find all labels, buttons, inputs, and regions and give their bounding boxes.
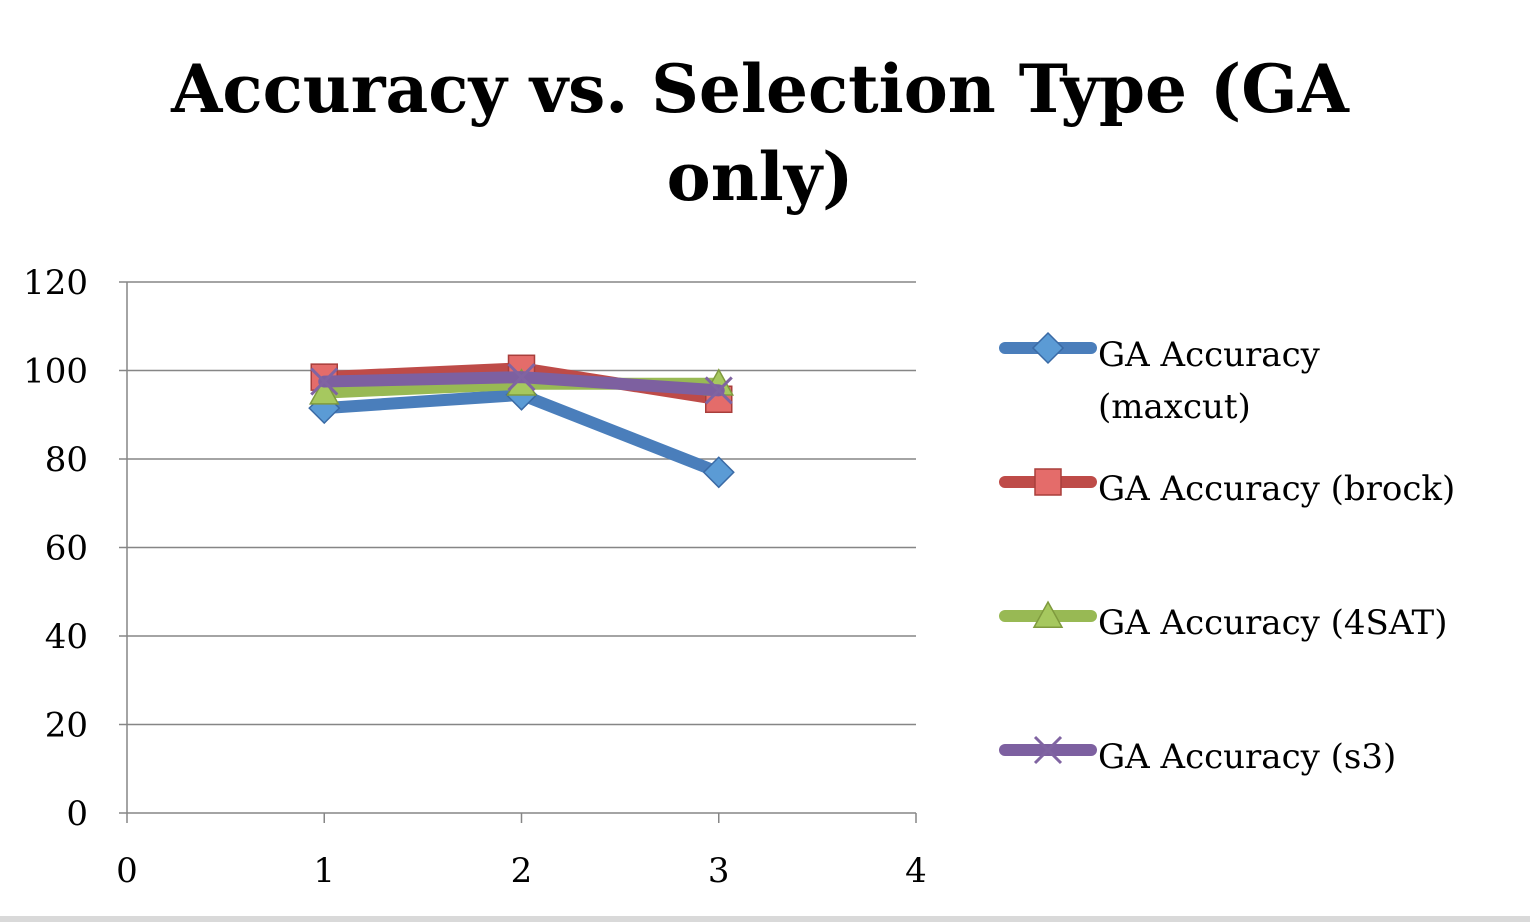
series-3-point-0 xyxy=(310,367,339,396)
legend-entry-2: GA Accuracy (4SAT) xyxy=(999,600,1447,643)
window-bottom-edge xyxy=(0,916,1530,922)
legend-entry-0: GA Accuracy (maxcut) xyxy=(999,331,1321,427)
legend-label-0-line-0: GA Accuracy xyxy=(1098,335,1321,375)
y-tick-label-120: 120 xyxy=(23,263,88,303)
x-tick-label-3: 3 xyxy=(708,851,730,891)
x-tick-labels: 0 1 2 3 4 xyxy=(116,851,927,891)
y-tick-label-60: 60 xyxy=(45,529,88,569)
series-3-point-2 xyxy=(704,376,733,405)
series-2-point-0 xyxy=(308,377,340,405)
legend-label-1-line-0: GA Accuracy (brock) xyxy=(1098,469,1455,509)
y-tick-label-80: 80 xyxy=(45,440,88,480)
y-tick-labels: 0 20 40 60 80 100 120 xyxy=(23,263,88,834)
gridlines xyxy=(127,281,916,726)
y-tick-label-20: 20 xyxy=(45,706,88,746)
x-tick-label-0: 0 xyxy=(116,851,138,891)
legend-label-2-line-0: GA Accuracy (4SAT) xyxy=(1098,603,1447,643)
series xyxy=(308,354,735,489)
chart-title-line-1: Accuracy vs. Selection Type (GA xyxy=(170,50,1349,128)
chart-title-line-2: only) xyxy=(667,138,854,216)
series-3-point-2-stroke-b xyxy=(704,376,733,405)
x-tick-label-2: 2 xyxy=(511,851,533,891)
legend-entry-1: GA Accuracy (brock) xyxy=(999,468,1455,509)
series-3-point-0-stroke-b xyxy=(310,367,339,396)
legend-label-0-line-1: (maxcut) xyxy=(1098,387,1251,427)
series-3-point-1 xyxy=(507,363,536,392)
x-tick-label-4: 4 xyxy=(905,851,927,891)
series-3-point-1-stroke-b xyxy=(507,363,536,392)
legend-swatch-marker-1 xyxy=(1034,468,1062,496)
legend-swatch-marker-3-stroke-b xyxy=(1033,735,1063,765)
y-tick-label-40: 40 xyxy=(45,617,88,657)
legend-swatch-marker-3 xyxy=(1033,735,1063,765)
series-3 xyxy=(310,363,733,405)
legend-entry-3: GA Accuracy (s3) xyxy=(999,735,1396,777)
legend-swatch-marker-2 xyxy=(1032,600,1064,628)
chart-title: Accuracy vs. Selection Type (GA only) xyxy=(170,50,1349,216)
axes xyxy=(119,281,917,823)
legend-swatch-marker-0 xyxy=(1031,331,1065,365)
legend: GA Accuracy (maxcut) GA Accuracy (brock) GA… xyxy=(999,331,1455,777)
y-tick-label-100: 100 xyxy=(23,352,88,392)
series-0-point-2 xyxy=(702,456,735,489)
legend-label-3-line-0: GA Accuracy (s3) xyxy=(1098,737,1396,777)
y-tick-label-0: 0 xyxy=(66,794,88,834)
x-tick-label-1: 1 xyxy=(313,851,335,891)
